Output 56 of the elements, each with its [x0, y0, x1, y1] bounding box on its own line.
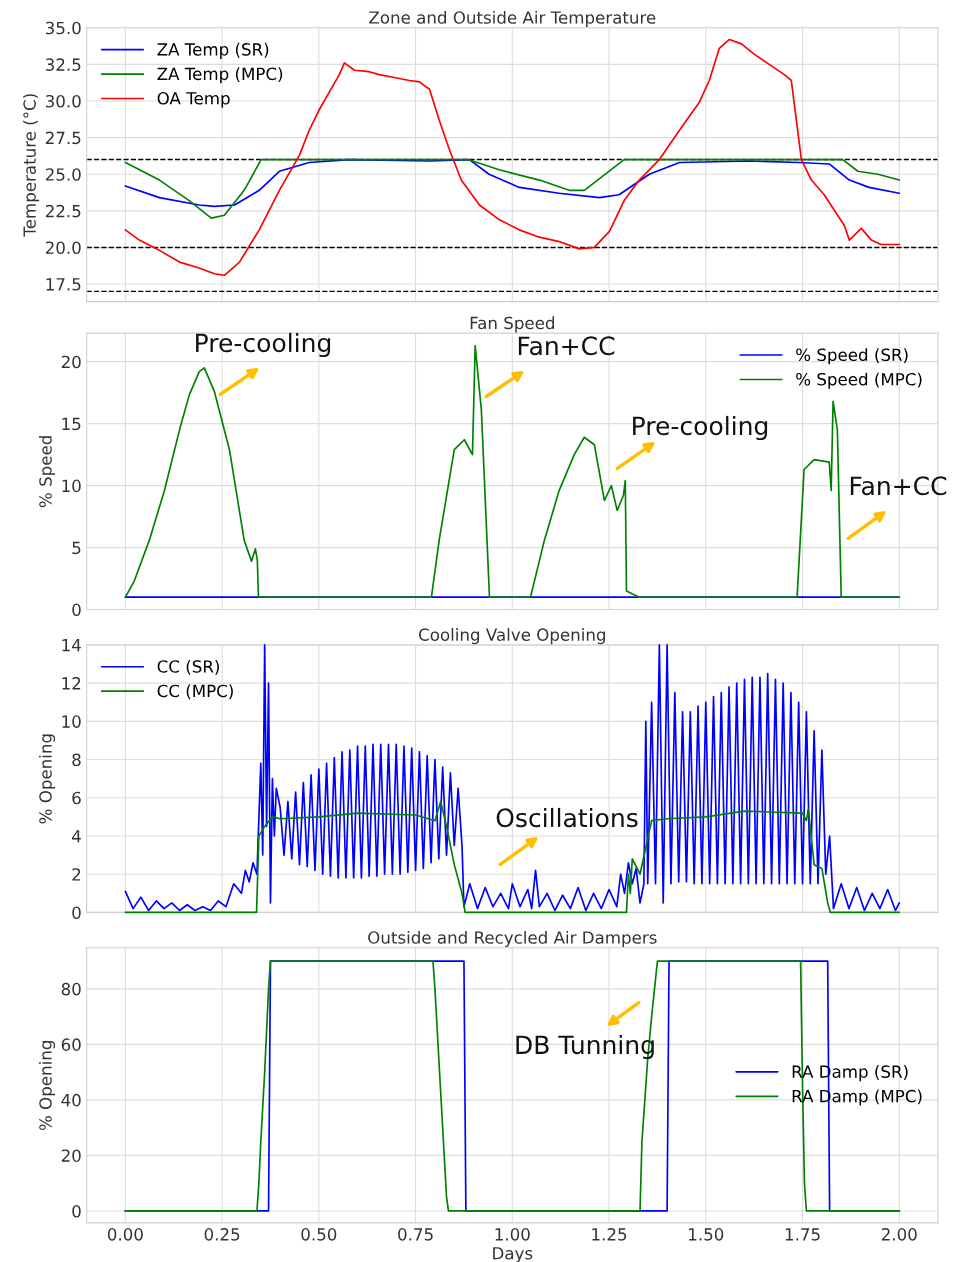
annotation: Pre-cooling: [633, 415, 768, 441]
y-tick-label: 4: [72, 830, 81, 843]
y-tick-label: 10: [62, 479, 81, 493]
x-tick-label: 0.25: [204, 1228, 240, 1241]
y-tick-label: 32.5: [45, 58, 81, 71]
y-tick-label: 22.5: [45, 204, 81, 218]
legend-label: CC (MPC): [157, 684, 233, 700]
legend-label: CC (SR): [157, 659, 219, 675]
y-tick-label: 25.0: [45, 168, 81, 181]
annotation: Pre-cooling: [196, 332, 331, 358]
chart-title: Outside and Recycled Air Dampers: [368, 930, 657, 948]
x-axis-title: Days: [493, 1247, 533, 1262]
y-tick-label: 20.0: [45, 241, 81, 254]
y-tick-label: 30.0: [45, 94, 81, 108]
y-tick-label: 20: [61, 1149, 81, 1162]
y-tick-label: 40: [61, 1093, 81, 1107]
y-tick-label: 27.5: [45, 131, 81, 145]
chart-title: Cooling Valve Opening: [419, 628, 605, 645]
y-tick-label: 0: [72, 1204, 81, 1218]
y-tick-label: 35.0: [45, 21, 81, 35]
y-tick-label: 6: [72, 791, 81, 805]
x-tick-label: 2.00: [881, 1228, 917, 1241]
y-tick-label: 17.5: [46, 278, 81, 291]
y-tick-label: 60: [61, 1038, 81, 1051]
legend-label: % Speed (MPC): [796, 372, 922, 389]
legend-label: % Speed (SR): [796, 348, 908, 365]
annotation: Fan+CC: [518, 336, 615, 356]
y-axis-title: Temperature (°C): [23, 94, 40, 237]
legend-label: ZA Temp (MPC): [157, 67, 283, 84]
y-tick-label: 8: [72, 753, 81, 767]
y-axis-title: % Opening: [38, 1041, 56, 1131]
annotation: Oscillations: [496, 807, 638, 828]
x-tick-label: 1.75: [785, 1228, 820, 1241]
x-tick-label: 0.00: [107, 1228, 143, 1241]
y-tick-label: 0: [72, 603, 81, 617]
y-axis-title: % Opening: [38, 734, 56, 824]
x-tick-label: 0.50: [301, 1228, 337, 1241]
legend-label: OA Temp: [157, 91, 230, 108]
y-tick-label: 80: [61, 982, 81, 996]
y-tick-label: 20: [61, 355, 81, 369]
annotation: Fan+CC: [850, 476, 947, 496]
y-tick-label: 14: [62, 639, 81, 652]
y-tick-label: 15: [62, 417, 81, 431]
y-tick-label: 2: [72, 868, 81, 881]
legend-label: ZA Temp (SR): [157, 42, 269, 59]
x-tick-label: 1.25: [592, 1228, 627, 1241]
y-tick-label: 12: [62, 677, 81, 690]
x-tick-label: 0.75: [398, 1228, 433, 1241]
chart-title: Fan Speed: [470, 316, 554, 333]
x-tick-label: 1.00: [495, 1228, 530, 1241]
y-axis-title: % Speed: [38, 436, 56, 508]
y-tick-label: 10: [62, 715, 81, 728]
y-tick-label: 0: [72, 906, 81, 919]
x-tick-label: 1.50: [689, 1228, 724, 1241]
chart-title: Zone and Outside Air Temperature: [369, 10, 656, 28]
y-tick-label: 5: [72, 541, 81, 555]
